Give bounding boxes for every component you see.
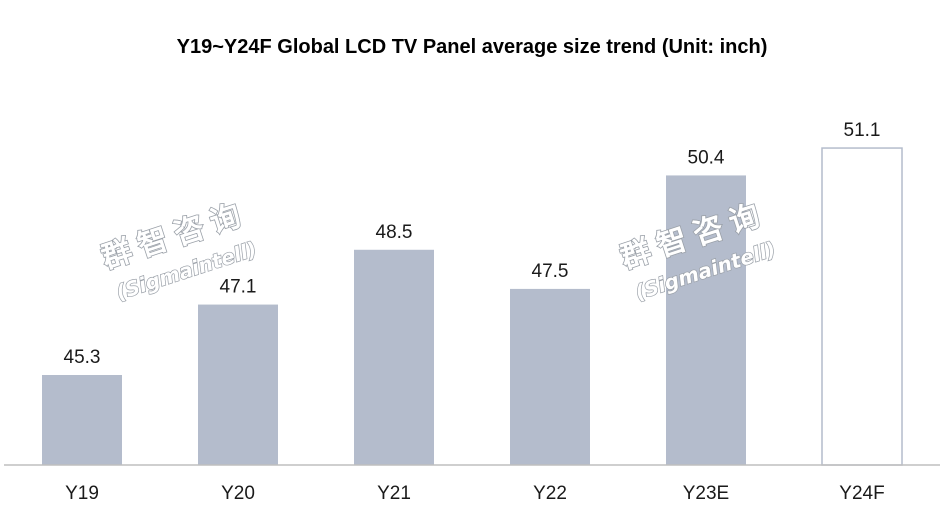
- labels-group: 45.3 Y19 47.1 Y20 48.5 Y21 47.5 Y22 50.4 Y23E 51.1…: [64, 120, 885, 504]
- value-label-y19: 45.3: [64, 347, 101, 368]
- value-label-y20: 47.1: [220, 277, 257, 298]
- category-label-y19: Y19: [65, 483, 99, 504]
- category-label-y24f: Y24F: [839, 483, 884, 504]
- bar-y24f: [821, 147, 903, 466]
- value-label-y21: 48.5: [376, 222, 413, 243]
- category-label-y22: Y22: [533, 483, 567, 504]
- chart-title: Y19~Y24F Global LCD TV Panel average siz…: [177, 36, 768, 58]
- category-label-y21: Y21: [377, 483, 411, 504]
- bar-y21: [354, 249, 434, 465]
- category-label-y20: Y20: [221, 483, 255, 504]
- bars-group: [42, 147, 903, 466]
- bar-y20: [198, 304, 278, 465]
- bar-y23e: [666, 175, 746, 465]
- value-label-y23e: 50.4: [688, 147, 725, 168]
- category-label-y23e: Y23E: [683, 483, 729, 504]
- bar-y19: [42, 375, 122, 465]
- bar-y22: [510, 288, 590, 465]
- value-label-y24f: 51.1: [844, 120, 881, 141]
- value-label-y22: 47.5: [532, 261, 569, 282]
